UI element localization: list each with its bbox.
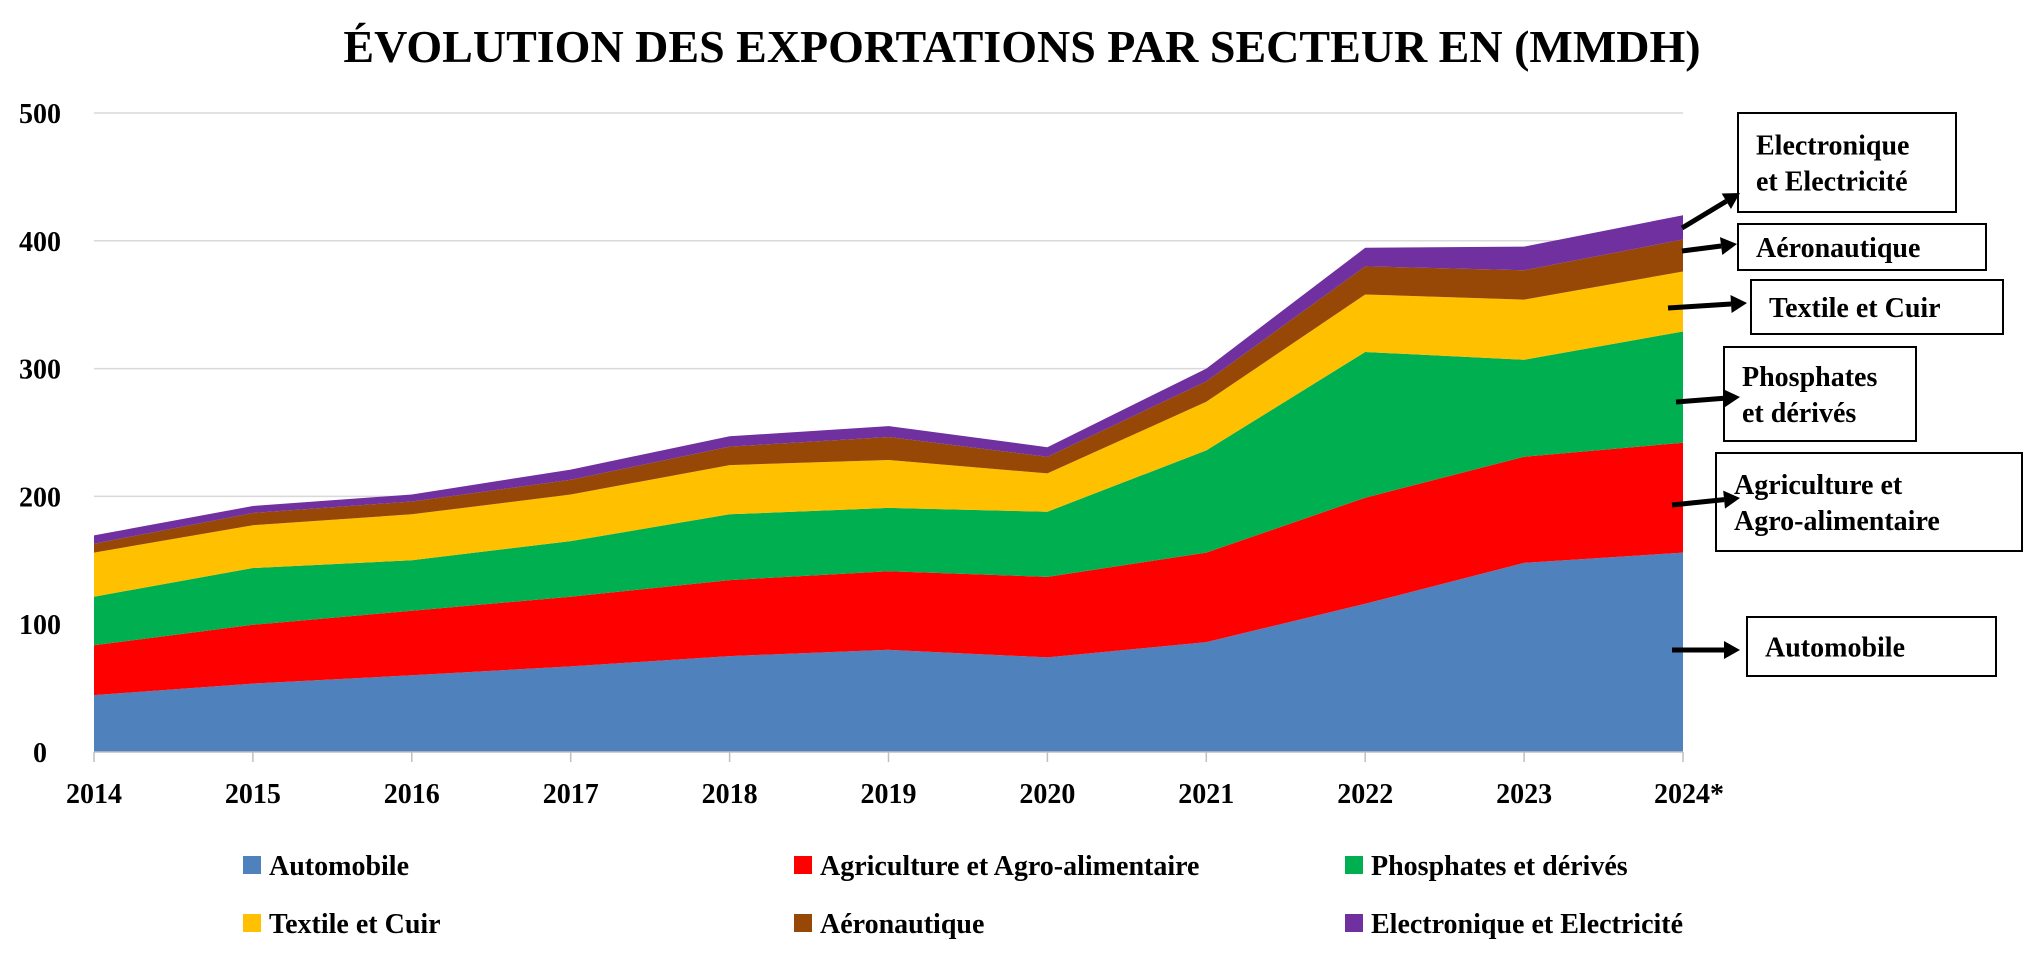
y-tick-label: 200	[19, 482, 61, 513]
annotation-box	[1737, 112, 1957, 213]
legend-swatch	[243, 856, 261, 874]
legend-item: Agriculture et Agro-alimentaire	[794, 851, 1199, 882]
area-automobile	[94, 552, 1683, 752]
legend-item: Phosphates et dérivés	[1345, 851, 1628, 882]
arrow-head-icon	[1719, 237, 1737, 255]
arrow-shaft	[1680, 199, 1728, 231]
annotation-box	[1737, 223, 1987, 271]
annotations: Electronique et Electricité Aéronautique Te…	[1667, 112, 2023, 677]
legend-item: Textile et Cuir	[243, 909, 441, 940]
arrow-head-icon	[1723, 490, 1740, 509]
arrow-head-icon	[1724, 641, 1740, 659]
y-tick-label: 500	[19, 99, 61, 130]
annotation-text: Aéronautique	[1756, 233, 1920, 264]
annotation-box	[1723, 346, 1917, 442]
x-tick-label: 2022	[1337, 779, 1393, 810]
x-tick-label: 2019	[861, 779, 917, 810]
legend-label: Agriculture et Agro-alimentaire	[820, 851, 1199, 882]
area-a-ronautique	[94, 239, 1683, 553]
legend-swatch	[1345, 914, 1363, 932]
annotation-textile-et-cuir: Textile et Cuir	[1667, 279, 2004, 335]
legend-swatch	[243, 914, 261, 932]
legend: Automobile Agriculture et Agro-alimentair…	[243, 851, 1683, 940]
y-tick-label: 400	[19, 227, 61, 258]
annotation-a-ronautique: Aéronautique	[1681, 223, 1987, 271]
axes: 0 100 200 300 400 500 2014 2015 2016 2017 2018 2019…	[19, 99, 1724, 810]
area-electronique-et-electricit-	[94, 215, 1683, 544]
annotation-text: Electronique	[1756, 131, 1909, 162]
arrow-head-icon	[1721, 193, 1740, 209]
legend-swatch	[1345, 856, 1363, 874]
annotation-text: Phosphates	[1742, 362, 1877, 393]
x-tick-label: 2021	[1178, 779, 1234, 810]
x-tick-label: 2023	[1496, 779, 1552, 810]
annotation-text: Agro-alimentaire	[1734, 506, 1940, 537]
annotation-text: Automobile	[1765, 633, 1905, 664]
x-tick-label: 2016	[384, 779, 440, 810]
annotation-box	[1750, 279, 2004, 335]
arrow-shaft	[1681, 243, 1722, 254]
area-agriculture-et-agro-alimentaire	[94, 442, 1683, 696]
arrow-head-icon	[1730, 295, 1747, 313]
x-tick-label: 2015	[225, 779, 281, 810]
arrow-shaft	[1675, 395, 1725, 405]
legend-item: Automobile	[243, 851, 409, 882]
legend-label: Electronique et Electricité	[1371, 909, 1683, 940]
legend-label: Phosphates et dérivés	[1371, 851, 1628, 882]
y-tick-label: 0	[33, 738, 47, 769]
area-phosphates-et-d-riv-s	[94, 331, 1683, 646]
x-tick-label: 2014	[66, 779, 122, 810]
annotation-text: Textile et Cuir	[1769, 293, 1941, 324]
x-tick-label: 2020	[1019, 779, 1075, 810]
annotation-text: et dérivés	[1742, 398, 1856, 429]
annotation-text: Agriculture et	[1734, 470, 1903, 501]
legend-item: Electronique et Electricité	[1345, 909, 1683, 940]
annotation-phosphates-et-d-riv-s: Phosphates et dérivés	[1675, 346, 1917, 442]
legend-swatch	[794, 856, 812, 874]
x-tick-label: 2024*	[1654, 779, 1724, 810]
chart-title: ÉVOLUTION DES EXPORTATIONS PAR SECTEUR E…	[343, 21, 1700, 72]
annotation-agriculture-et-agro-alimentaire: Agriculture et Agro-alimentaire	[1671, 452, 2023, 552]
arrow-shaft	[1671, 497, 1725, 508]
legend-item: Aéronautique	[794, 909, 984, 940]
annotation-automobile: Automobile	[1672, 616, 1997, 677]
annotation-box	[1715, 452, 2023, 552]
arrow-shaft	[1667, 301, 1732, 311]
annotation-box	[1746, 616, 1997, 677]
legend-label: Automobile	[269, 851, 409, 882]
y-tick-label: 300	[19, 355, 61, 386]
annotation-electronique-et-electricit-: Electronique et Electricité	[1680, 112, 1957, 231]
x-tick-label: 2017	[543, 779, 599, 810]
arrow-head-icon	[1723, 389, 1740, 408]
area-textile-et-cuir	[94, 271, 1683, 597]
annotation-text: et Electricité	[1756, 167, 1908, 198]
legend-label: Textile et Cuir	[269, 909, 441, 940]
legend-label: Aéronautique	[820, 909, 984, 940]
x-tick-label: 2018	[702, 779, 758, 810]
legend-swatch	[794, 914, 812, 932]
y-tick-label: 100	[19, 610, 61, 641]
area-series	[94, 215, 1683, 752]
